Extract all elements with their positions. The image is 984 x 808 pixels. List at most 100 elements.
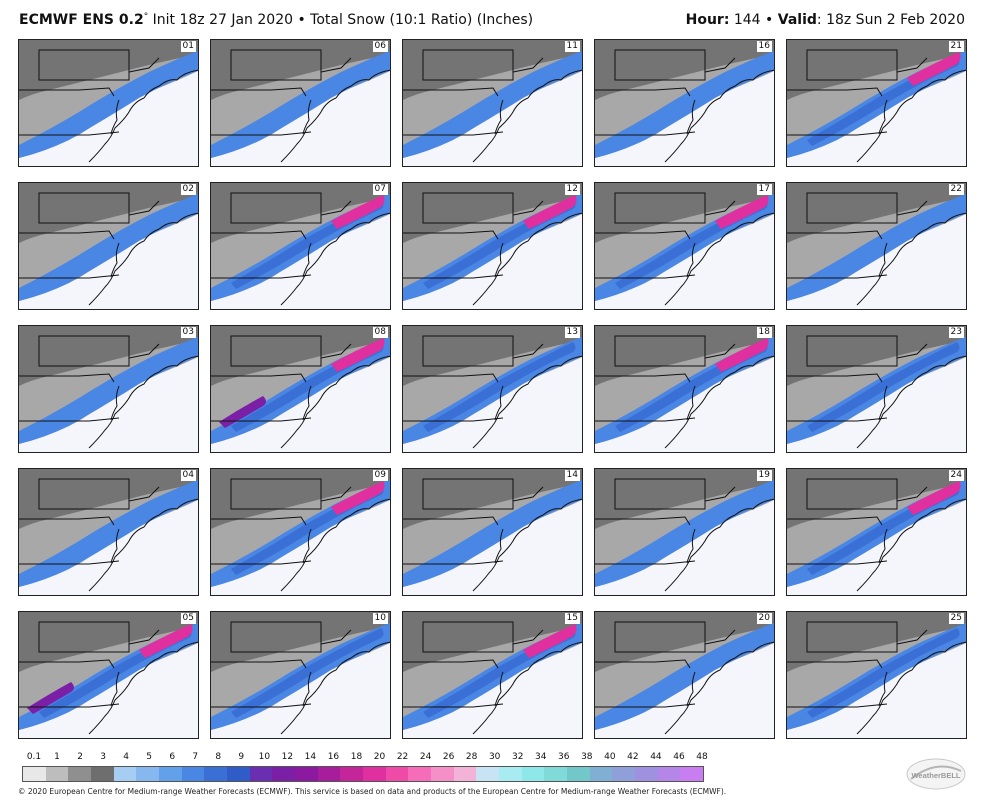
chesapeake-bay	[494, 671, 504, 707]
state-border	[787, 560, 888, 565]
ensemble-member-panel: 14	[402, 468, 583, 596]
snow-map	[595, 326, 774, 449]
very-heavy-snow-core	[331, 481, 385, 515]
coastline	[856, 641, 966, 735]
coastline	[88, 355, 198, 449]
moderate-snow-band	[595, 479, 774, 587]
member-label: 07	[372, 184, 388, 195]
ensemble-member-panel: 10	[210, 611, 391, 739]
colorbar-label: 36	[558, 752, 570, 762]
heavy-snow-band	[231, 628, 384, 718]
state-border	[211, 87, 307, 97]
ensemble-member-panel: 08	[210, 325, 391, 453]
chesapeake-bay	[110, 528, 120, 564]
state-border	[211, 516, 307, 526]
state-border	[211, 417, 312, 422]
colorbar-label: 48	[696, 752, 708, 762]
colorbar-swatch	[340, 767, 364, 781]
member-label: 15	[564, 613, 580, 624]
heavy-snow-band	[807, 628, 960, 718]
chesapeake-bay	[494, 385, 504, 421]
colorbar-label: 5	[146, 752, 153, 762]
snow-map	[595, 469, 774, 592]
moderate-snow-band	[19, 336, 198, 444]
colorbar-label: 16	[327, 752, 340, 762]
coastline	[856, 69, 966, 163]
colorbar-label: 26	[442, 752, 455, 762]
member-label: 04	[180, 470, 196, 481]
colorbar-label: 42	[627, 752, 639, 762]
colorbar-label: 20	[373, 752, 386, 762]
gray-snow-area	[211, 469, 390, 529]
colorbar-label: 34	[535, 752, 547, 762]
gray-snow-area	[787, 612, 966, 672]
snow-map	[787, 612, 966, 735]
coastline	[280, 498, 390, 592]
chesapeake-bay	[302, 385, 312, 421]
coastline	[88, 69, 198, 163]
chesapeake-bay	[302, 242, 312, 278]
state-border	[211, 131, 312, 136]
colorbar-label: 22	[396, 752, 409, 762]
chesapeake-bay	[110, 385, 120, 421]
chesapeake-bay	[878, 242, 888, 278]
colorbar-swatch	[317, 767, 341, 781]
map-title: ECMWF ENS 0.2° Init 18z 27 Jan 2020 • To…	[19, 12, 533, 28]
colorbar-swatch	[635, 767, 658, 781]
state-border	[128, 193, 160, 216]
state-border	[512, 336, 544, 359]
snow-map	[19, 469, 198, 592]
state-border	[704, 193, 736, 216]
state-border	[211, 560, 312, 565]
state-border	[787, 659, 883, 669]
extreme-snow-core	[27, 682, 74, 714]
snow-map	[595, 612, 774, 735]
colorbar-swatch	[363, 767, 386, 781]
colorbar-label: 7	[192, 752, 199, 762]
state-border	[595, 516, 691, 526]
coastline	[664, 498, 774, 592]
state-border	[38, 478, 130, 510]
gray-snow-area	[211, 326, 390, 386]
snow-map	[787, 469, 966, 592]
colorbar-label: 44	[650, 752, 662, 762]
state-border	[403, 87, 499, 97]
coastline	[664, 355, 774, 449]
state-border	[403, 659, 499, 669]
state-border	[614, 49, 706, 81]
colorbar-label: 32	[511, 752, 524, 762]
snow-map	[211, 612, 390, 735]
coastline	[472, 498, 582, 592]
state-border	[896, 336, 928, 359]
colorbar-swatch	[408, 767, 432, 781]
colorbar-label: 14	[304, 752, 317, 762]
moderate-snow-band	[787, 193, 966, 301]
snow-map	[787, 40, 966, 163]
state-border	[787, 373, 883, 383]
state-border	[403, 373, 499, 383]
coastline	[664, 641, 774, 735]
colorbar-label: 10	[258, 752, 271, 762]
very-heavy-snow-core	[523, 195, 577, 229]
state-border	[128, 479, 160, 502]
state-border	[128, 50, 160, 73]
ensemble-member-panel: 05	[18, 611, 199, 739]
colorbar-swatch	[476, 767, 500, 781]
colorbar-swatch	[295, 767, 318, 781]
state-border	[896, 193, 928, 216]
chesapeake-bay	[878, 385, 888, 421]
very-heavy-snow-core	[331, 195, 385, 229]
gray-snow-area	[787, 40, 966, 100]
moderate-snow-band	[19, 193, 198, 301]
state-border	[595, 131, 696, 136]
gray-snow-area	[403, 612, 582, 672]
state-border	[704, 622, 736, 645]
colorbar-swatch	[113, 767, 137, 781]
heavy-snow-band	[423, 342, 576, 432]
colorbar-swatch	[680, 767, 704, 781]
member-label: 20	[756, 613, 772, 624]
hour-value: 144 •	[729, 12, 778, 28]
state-border	[38, 621, 130, 653]
moderate-snow-band	[595, 50, 774, 158]
gray-snow-area	[595, 183, 774, 243]
